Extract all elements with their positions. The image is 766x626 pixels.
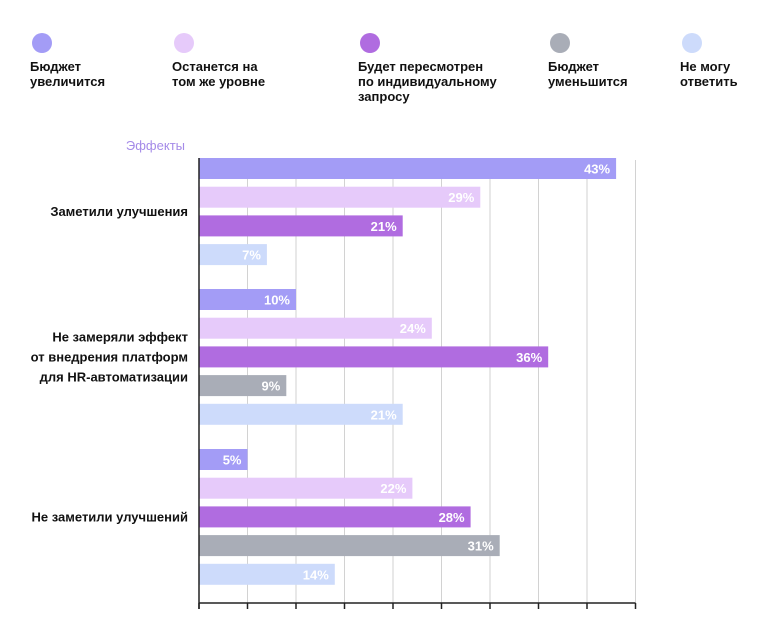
legend-swatch xyxy=(682,33,702,53)
legend-swatch xyxy=(550,33,570,53)
bar-value-label: 14% xyxy=(303,567,329,582)
bar-value-label: 31% xyxy=(468,539,494,554)
category-label: Не заметили улучшений xyxy=(32,509,188,524)
bar-value-label: 28% xyxy=(439,510,465,525)
legend-swatch xyxy=(32,33,52,53)
bar xyxy=(199,477,413,499)
bar xyxy=(199,317,432,339)
legend-label: Бюджет уменьшится xyxy=(548,59,628,89)
bar xyxy=(199,186,481,208)
bar-value-label: 5% xyxy=(223,453,242,468)
legend-item-budget-increase: Бюджет увеличится xyxy=(30,33,105,89)
bar-value-label: 7% xyxy=(242,248,261,263)
bar xyxy=(199,563,335,585)
legend-item-same-level: Останется на том же уровне xyxy=(172,33,265,89)
bar xyxy=(199,244,267,266)
bar-value-label: 10% xyxy=(264,293,290,308)
bar-value-label: 43% xyxy=(584,162,610,177)
category-label: Не замеряли эффект от внедрения платформ д… xyxy=(31,329,188,384)
bar xyxy=(199,158,617,179)
legend-item-budget-decrease: Бюджет уменьшится xyxy=(548,33,628,89)
bar-value-label: 21% xyxy=(371,407,397,422)
bar xyxy=(199,506,471,528)
bar xyxy=(199,215,403,237)
legend-label: Будет пересмотрен по индивидуальному зап… xyxy=(358,59,497,104)
x-axis xyxy=(198,158,637,609)
category-labels: Заметили улучшения Не замеряли эффект от в… xyxy=(31,204,188,524)
bar xyxy=(199,375,287,397)
legend-item-individual-review: Будет пересмотрен по индивидуальному зап… xyxy=(358,33,497,104)
category-label: Заметили улучшения xyxy=(50,204,188,219)
bar xyxy=(199,346,549,368)
bar xyxy=(199,403,403,425)
bar-value-label: 36% xyxy=(516,350,542,365)
bar-value-label: 24% xyxy=(400,321,426,336)
legend-label: Бюджет увеличится xyxy=(30,59,106,89)
bar-value-label: 9% xyxy=(262,379,281,394)
bar xyxy=(199,535,500,557)
bar-value-label: 29% xyxy=(448,190,474,205)
legend-item-cannot-answer: Не могу ответить xyxy=(680,33,738,89)
bar-value-label: 22% xyxy=(380,481,406,496)
bar xyxy=(199,289,296,310)
bar xyxy=(199,449,248,470)
bar-value-label: 21% xyxy=(371,219,397,234)
legend-label: Останется на том же уровне xyxy=(172,59,266,89)
legend-swatch xyxy=(360,33,380,53)
legend-swatch xyxy=(174,33,194,53)
y-axis-title: Эффекты xyxy=(126,138,185,153)
bars: 43% 29% 21% 7% 10% 24% 36% 9% 21% 5% 22% 28%31% 14% xyxy=(199,158,617,585)
legend-label: Не могу ответить xyxy=(680,59,738,89)
